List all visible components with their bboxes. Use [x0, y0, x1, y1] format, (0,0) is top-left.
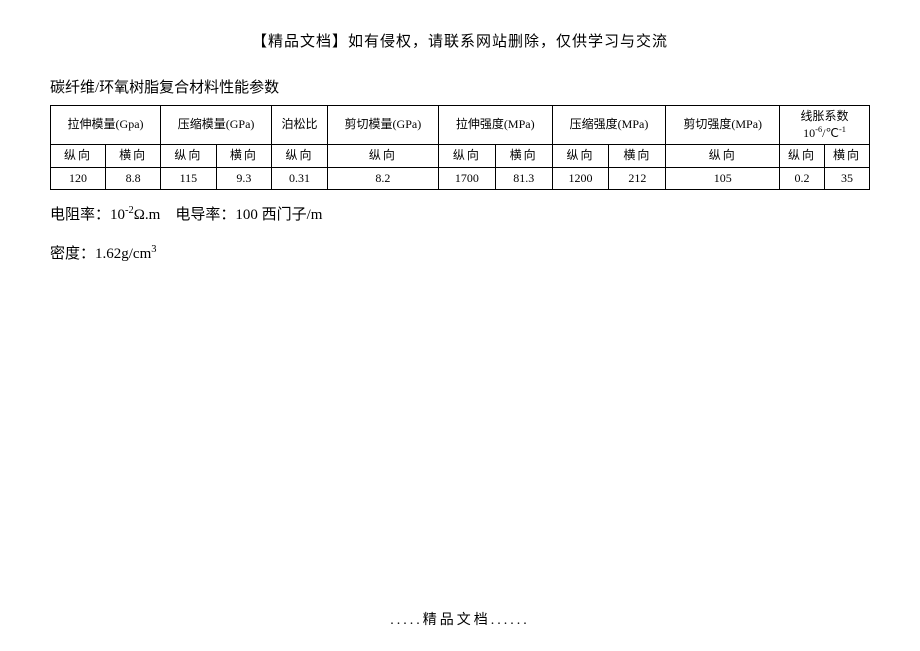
density-prefix: 密度：1.62g/cm	[50, 246, 151, 262]
column-sub-header: 横向	[609, 145, 666, 168]
properties-table: 拉伸模量(Gpa)压缩模量(GPa)泊松比剪切模量(GPa)拉伸强度(MPa)压…	[50, 105, 870, 190]
column-group-header: 剪切强度(MPa)	[666, 106, 780, 145]
data-cell: 212	[609, 167, 666, 190]
data-cell: 8.2	[327, 167, 438, 190]
column-sub-header: 纵向	[161, 145, 217, 168]
document-page: 【精品文档】如有侵权，请联系网站删除，仅供学习与交流 碳纤维/环氧树脂复合材料性…	[0, 0, 920, 651]
data-cell: 105	[666, 167, 780, 190]
header-note: 【精品文档】如有侵权，请联系网站删除，仅供学习与交流	[50, 30, 870, 51]
column-group-header: 拉伸模量(Gpa)	[51, 106, 161, 145]
data-cell: 120	[51, 167, 106, 190]
column-sub-header: 纵向	[51, 145, 106, 168]
column-sub-header: 横向	[106, 145, 161, 168]
table-title: 碳纤维/环氧树脂复合材料性能参数	[50, 76, 870, 97]
density-exponent: 3	[151, 244, 156, 255]
data-cell: 1700	[438, 167, 495, 190]
data-cell: 9.3	[216, 167, 272, 190]
data-cell: 8.8	[106, 167, 161, 190]
table-data-row: 1208.81159.30.318.2170081.312002121050.2…	[51, 167, 870, 190]
column-group-header: 拉伸强度(MPa)	[438, 106, 552, 145]
data-cell: 0.31	[272, 167, 328, 190]
column-sub-header: 横向	[495, 145, 552, 168]
data-cell: 81.3	[495, 167, 552, 190]
column-sub-header: 横向	[824, 145, 869, 168]
table-header-row: 拉伸模量(Gpa)压缩模量(GPa)泊松比剪切模量(GPa)拉伸强度(MPa)压…	[51, 106, 870, 145]
column-sub-header: 纵向	[327, 145, 438, 168]
resistivity-prefix: 电阻率：10	[50, 207, 125, 223]
resistivity-exponent: -2	[125, 205, 134, 216]
resistivity-line: 电阻率：10-2Ω.m 电导率：100 西门子/m	[50, 202, 870, 229]
data-cell: 115	[161, 167, 217, 190]
column-sub-header: 纵向	[552, 145, 609, 168]
column-sub-header: 纵向	[272, 145, 328, 168]
column-group-header: 压缩模量(GPa)	[161, 106, 272, 145]
data-cell: 35	[824, 167, 869, 190]
column-sub-header: 纵向	[666, 145, 780, 168]
data-cell: 1200	[552, 167, 609, 190]
footer-text: .....精品文档......	[50, 609, 870, 629]
table-subheader-row: 纵向横向纵向横向纵向纵向纵向横向纵向横向纵向纵向横向	[51, 145, 870, 168]
column-group-header: 压缩强度(MPa)	[552, 106, 666, 145]
column-sub-header: 横向	[216, 145, 272, 168]
column-sub-header: 纵向	[438, 145, 495, 168]
conductivity-text: Ω.m 电导率：100 西门子/m	[134, 207, 323, 223]
column-group-header: 剪切模量(GPa)	[327, 106, 438, 145]
column-sub-header: 纵向	[780, 145, 825, 168]
data-cell: 0.2	[780, 167, 825, 190]
column-group-header: 线胀系数10-6/℃-1	[780, 106, 870, 145]
column-group-header: 泊松比	[272, 106, 328, 145]
density-line: 密度：1.62g/cm3	[50, 241, 870, 268]
